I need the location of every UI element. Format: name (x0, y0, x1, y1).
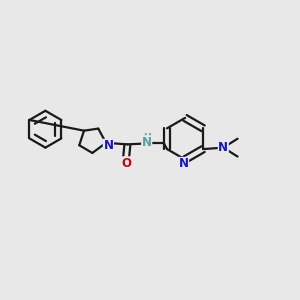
Text: N: N (142, 136, 152, 149)
Text: H: H (143, 133, 151, 142)
Text: N: N (218, 141, 228, 154)
Text: O: O (121, 157, 131, 170)
Text: N: N (103, 139, 113, 152)
Text: N: N (178, 158, 189, 170)
